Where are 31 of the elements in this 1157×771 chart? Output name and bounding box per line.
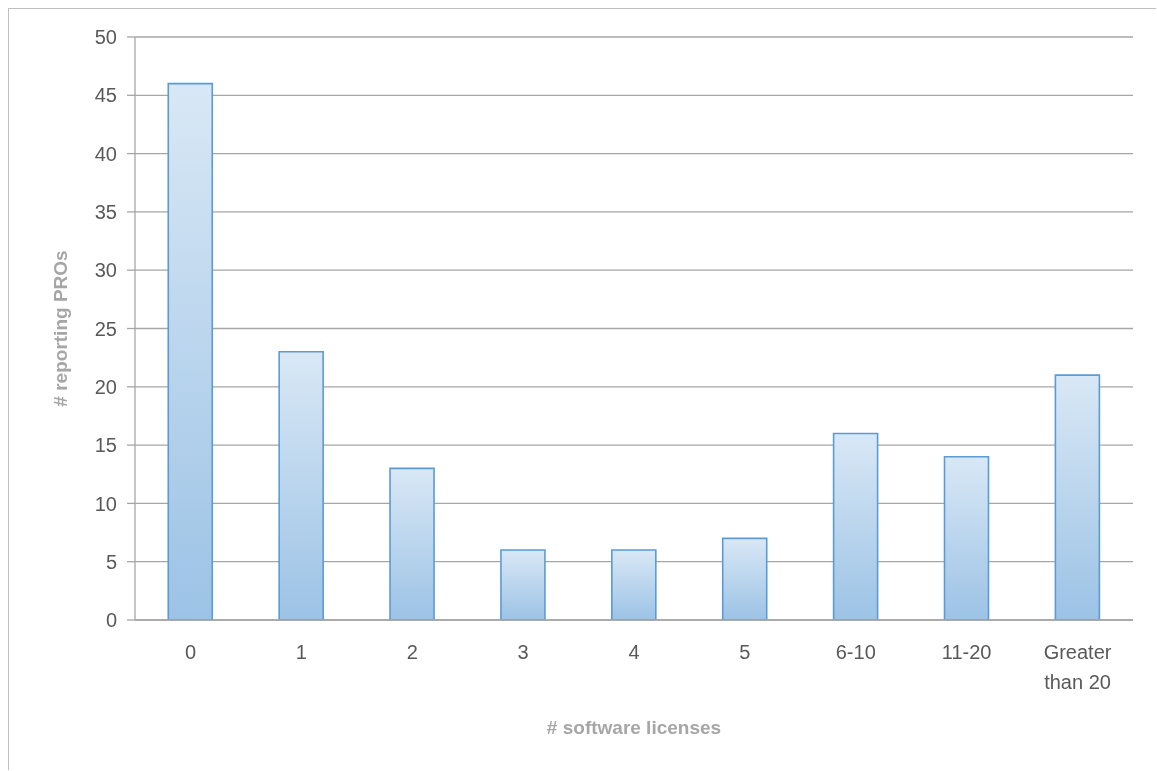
bar: [389, 467, 435, 620]
y-tick-label: 20: [94, 375, 117, 398]
x-tick-label: 4: [628, 641, 640, 663]
x-tick-label: 1: [295, 641, 307, 663]
x-tick-label: 5: [739, 641, 751, 663]
bar: [832, 432, 879, 620]
x-tick-label: 6-10: [835, 641, 876, 663]
x-tick-label: 2: [406, 641, 418, 663]
bar: [943, 455, 990, 620]
y-tick-label: 35: [94, 201, 117, 223]
y-tick-label: 5: [105, 550, 117, 573]
y-tick-label: 0: [105, 609, 117, 632]
bar: [500, 549, 546, 620]
x-tick-label: Greater than 20: [1043, 641, 1112, 693]
x-tick-label: 3: [517, 641, 529, 663]
y-tick-label: 50: [94, 26, 117, 49]
bar: [167, 82, 214, 620]
y-tick-label: 15: [94, 434, 117, 457]
x-tick-label: 11-20: [941, 641, 992, 663]
bar: [721, 537, 768, 620]
bar: [278, 351, 324, 620]
x-tick-label: 0: [184, 641, 197, 663]
bar: [1054, 374, 1101, 620]
y-tick-label: 25: [94, 317, 117, 340]
y-tick-label: 40: [94, 142, 117, 165]
y-tick-label: 45: [94, 84, 117, 107]
y-axis-title: # reporting PROs: [49, 250, 71, 407]
x-axis-title: # software licenses: [546, 716, 722, 738]
y-tick-label: 10: [94, 492, 117, 515]
bar: [611, 549, 657, 620]
y-tick-label: 30: [94, 259, 117, 282]
